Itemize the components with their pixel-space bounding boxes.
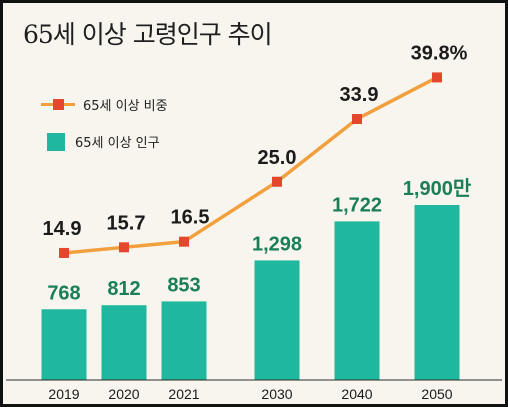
legend-bar-swatch-icon [47, 132, 65, 151]
bar-value-label-2019: 768 [47, 282, 80, 304]
bar-value-label-2030: 1,298 [252, 233, 302, 255]
bar-value-label-2040: 1,722 [332, 194, 382, 216]
legend-label-rate: 65세 이상 비중 [83, 99, 168, 114]
rate-marker-2040 [352, 114, 362, 125]
rate-value-label-2040: 33.9 [340, 84, 379, 106]
rate-value-label-2019: 14.9 [43, 218, 82, 240]
rate-value-label-2021: 16.5 [171, 207, 210, 229]
x-tick-label-2019: 2019 [48, 386, 79, 402]
rate-marker-2050 [432, 72, 442, 83]
legend-item-pop: 65세 이상 인구 [41, 132, 160, 151]
rate-marker-2021 [179, 236, 189, 247]
legend-label-pop: 65세 이상 인구 [75, 136, 160, 151]
x-tick-label-2050: 2050 [421, 386, 452, 402]
x-tick-label-2030: 2030 [261, 386, 292, 402]
rate-value-label-2050: 39.8% [411, 42, 468, 64]
x-tick-label-2040: 2040 [341, 386, 372, 402]
bar-value-label-2021: 853 [167, 274, 200, 296]
rate-value-label-2020: 15.7 [107, 212, 146, 234]
rate-line [63, 75, 438, 255]
x-tick-label-2021: 2021 [168, 386, 199, 402]
bar-2020 [101, 305, 147, 380]
bar-value-label-2050: 1,900만 [403, 177, 472, 200]
rate-marker-2019 [59, 247, 69, 258]
x-tick-label-2020: 2020 [108, 386, 139, 402]
bar-2050 [414, 205, 460, 380]
rate-marker-2030 [272, 176, 282, 187]
bar-2021 [161, 301, 207, 380]
bar-2030 [254, 260, 300, 380]
chart-title: 65세 이상 고령인구 추이 [23, 20, 273, 49]
rate-value-label-2030: 25.0 [258, 147, 297, 169]
bar-value-label-2020: 812 [107, 278, 140, 300]
bar-2019 [41, 309, 87, 380]
rate-marker-2020 [119, 242, 129, 253]
legend-line-marker-icon [41, 99, 75, 110]
legend-item-rate: 65세 이상 비중 [41, 95, 168, 114]
bar-2040 [334, 221, 380, 380]
